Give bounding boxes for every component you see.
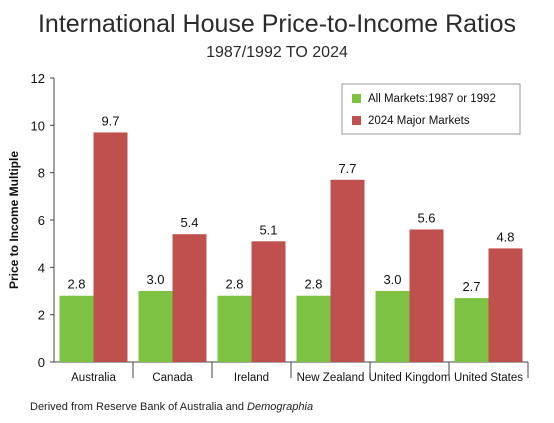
- legend: All Markets:1987 or 1992 2024 Major Marke…: [341, 83, 521, 135]
- y-tick-label: 6: [38, 213, 45, 228]
- data-label: 3.0: [383, 272, 401, 287]
- data-label: 4.8: [496, 229, 514, 244]
- bar-red: [409, 229, 444, 362]
- data-label: 5.4: [180, 215, 198, 230]
- x-tick-label: Australia: [71, 372, 116, 384]
- bar-green: [296, 295, 331, 362]
- bar-red: [330, 179, 365, 362]
- legend-swatch: [352, 94, 361, 103]
- data-label: 2.8: [304, 277, 322, 292]
- y-tick-label: 2: [38, 308, 45, 323]
- x-tick-label: United States: [454, 372, 523, 384]
- data-label: 2.8: [225, 277, 243, 292]
- bar-red: [93, 132, 128, 362]
- plot-area: 0 2 4 6 8 10 12 2.8 9.7 Australia 3.0 5.4 Canada 2.8 5…: [31, 71, 529, 384]
- bar-red: [172, 234, 207, 362]
- y-tick-label: 4: [38, 260, 45, 275]
- chart-subtitle: 1987/1992 TO 2024: [206, 44, 348, 61]
- chart-title: International House Price-to-Income Rati…: [38, 10, 516, 38]
- data-label: 7.7: [338, 161, 356, 176]
- bar-green: [454, 298, 489, 362]
- y-tick-label: 8: [38, 166, 45, 181]
- bar-green: [375, 291, 410, 362]
- x-tick-label: New Zealand: [297, 372, 365, 384]
- source-prefix: Derived from Reserve Bank of Australia a…: [30, 401, 247, 413]
- y-tick-label: 12: [31, 71, 45, 86]
- data-label: 2.7: [462, 279, 480, 294]
- x-tick-label: Canada: [152, 372, 193, 384]
- legend-box: [341, 83, 521, 135]
- y-axis-label: Price to Income Multiple: [7, 151, 21, 289]
- bar-red: [251, 241, 286, 362]
- y-tick-label: 10: [31, 118, 45, 133]
- data-label: 3.0: [146, 272, 164, 287]
- bar-green: [59, 295, 94, 362]
- y-tick-label: 0: [38, 355, 45, 370]
- legend-swatch: [352, 116, 361, 125]
- bar-red: [488, 248, 523, 362]
- data-label: 5.1: [259, 222, 277, 237]
- x-tick-label: United Kingdom: [369, 372, 451, 384]
- data-label: 5.6: [417, 210, 435, 225]
- data-label: 9.7: [101, 113, 119, 128]
- x-tick-label: Ireland: [234, 372, 269, 384]
- data-label: 2.8: [67, 277, 85, 292]
- bar-green: [138, 291, 173, 362]
- source-italic: Demographia: [247, 401, 313, 413]
- bar-green: [217, 295, 252, 362]
- source-note: Derived from Reserve Bank of Australia a…: [30, 401, 313, 413]
- legend-label: 2024 Major Markets: [368, 115, 470, 127]
- legend-label: All Markets:1987 or 1992: [368, 93, 496, 105]
